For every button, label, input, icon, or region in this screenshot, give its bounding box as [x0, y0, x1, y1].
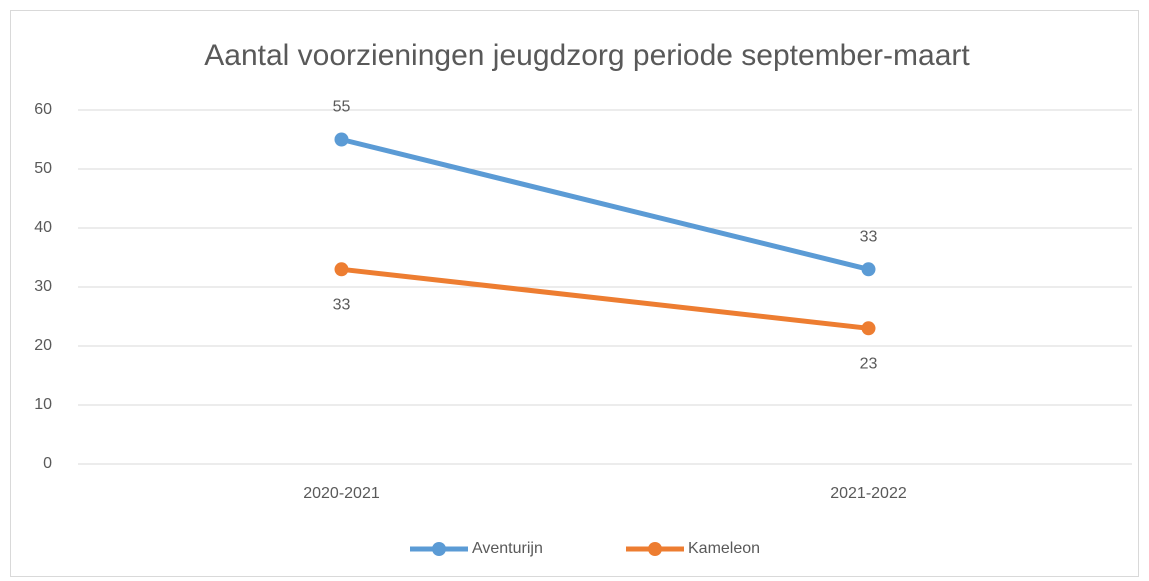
- data-label: 23: [860, 356, 878, 373]
- data-point: [861, 321, 876, 336]
- y-tick-label: 10: [34, 396, 52, 413]
- series-line: [339, 266, 871, 331]
- y-tick-label: 0: [43, 455, 52, 472]
- series-line: [339, 137, 871, 272]
- x-tick-label: 2020-2021: [303, 485, 380, 502]
- x-tick-label: 2021-2022: [830, 485, 907, 502]
- y-tick-label: 40: [34, 219, 52, 236]
- data-point: [861, 262, 876, 277]
- y-tick-label: 50: [34, 160, 52, 177]
- y-tick-label: 20: [34, 337, 52, 354]
- data-label: 33: [860, 229, 878, 246]
- chart-title: Aantal voorzieningen jeugdzorg periode s…: [204, 39, 970, 72]
- legend-marker: [648, 542, 662, 556]
- data-point: [334, 132, 349, 147]
- y-tick-label: 60: [34, 101, 52, 118]
- legend-label: Kameleon: [688, 540, 760, 557]
- y-tick-label: 30: [34, 278, 52, 295]
- data-label: 33: [333, 297, 351, 314]
- data-point: [334, 262, 349, 277]
- legend-label: Aventurijn: [472, 540, 543, 557]
- legend-marker: [432, 542, 446, 556]
- data-label: 55: [333, 99, 351, 116]
